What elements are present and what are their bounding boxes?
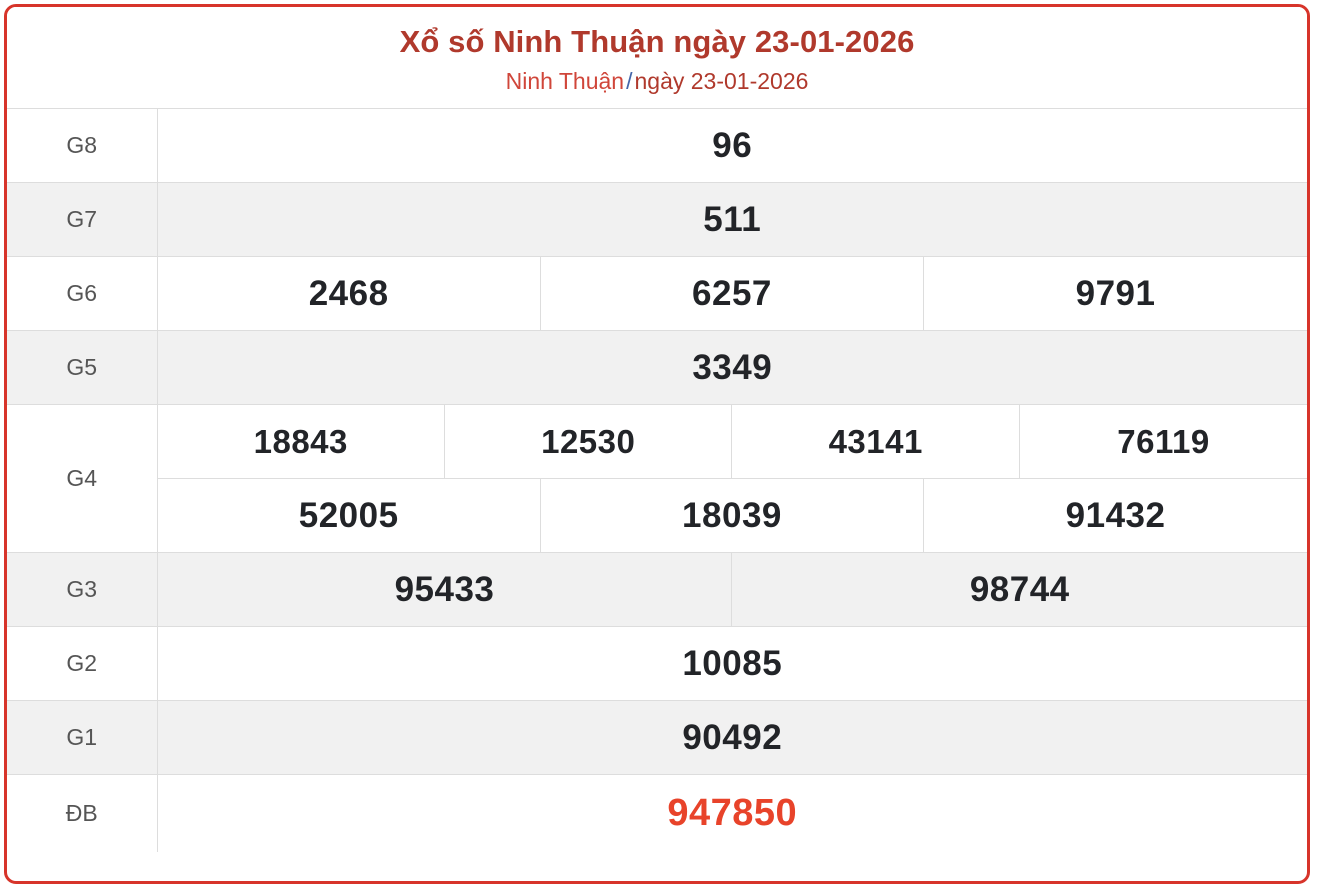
prize-number: 91432	[1065, 495, 1166, 535]
prize-cell: 9791	[923, 255, 1307, 331]
table-row: G7 511	[7, 181, 1307, 257]
prize-label-g7: G7	[7, 181, 158, 257]
prize-number: 12530	[541, 422, 636, 460]
prize-number: 43141	[828, 422, 923, 460]
breadcrumb-province[interactable]: Ninh Thuận	[505, 67, 625, 94]
prize-number: 76119	[1117, 422, 1210, 460]
prize-number: 2468	[308, 273, 389, 313]
prize-number: 511	[703, 199, 762, 239]
prize-cell: 10085	[157, 625, 1307, 701]
prize-cell: 90492	[157, 699, 1307, 775]
prize-cell: 52005	[157, 477, 541, 553]
prize-label-g2: G2	[7, 625, 158, 701]
prize-cell: 18039	[540, 477, 925, 553]
prize-cell: 43141	[731, 403, 1020, 479]
table-row: G4 18843 12530 43141 76119	[7, 403, 1307, 553]
breadcrumb-date: ngày 23-01-2026	[634, 67, 809, 94]
prize-label-g1: G1	[7, 699, 158, 775]
prize-cell: 6257	[540, 255, 925, 331]
prize-number: 18039	[682, 495, 782, 535]
prize-number: 9791	[1075, 273, 1156, 313]
prize-label-g8: G8	[7, 107, 158, 183]
prize-cell: 91432	[923, 477, 1307, 553]
prize-number: 95433	[394, 569, 495, 609]
special-prize-number: 947850	[667, 792, 798, 835]
table-row: 52005 18039 91432	[7, 477, 1307, 553]
breadcrumb: Ninh Thuận/ngày 23-01-2026	[7, 67, 1307, 96]
panel-header: Xổ số Ninh Thuận ngày 23-01-2026 Ninh Th…	[7, 7, 1307, 108]
prize-cell: 3349	[157, 329, 1307, 405]
prize-number: 18843	[253, 422, 348, 460]
prize-label-db: ĐB	[7, 773, 158, 853]
prize-cell: 12530	[444, 403, 733, 479]
table-row: G8 96	[7, 107, 1307, 183]
prize-label-g6: G6	[7, 255, 158, 331]
prize-cell-special: 947850	[157, 773, 1307, 853]
prize-cell: 76119	[1019, 403, 1307, 479]
breadcrumb-separator: /	[626, 67, 633, 94]
table-row: ĐB 947850	[7, 773, 1307, 853]
prize-label-g3: G3	[7, 551, 158, 627]
prize-number: 96	[712, 125, 753, 165]
prize-cell: 95433	[157, 551, 733, 627]
prize-cell: 98744	[731, 551, 1307, 627]
prize-number: 98744	[969, 569, 1070, 609]
lottery-result-panel: Xổ số Ninh Thuận ngày 23-01-2026 Ninh Th…	[4, 4, 1310, 884]
prize-cell: 511	[157, 181, 1307, 257]
table-row: G6 2468 6257 9791	[7, 255, 1307, 331]
prize-number: 6257	[692, 273, 772, 313]
prize-label-g4: G4	[7, 403, 158, 553]
prize-number: 3349	[692, 347, 773, 387]
table-row: G5 3349	[7, 329, 1307, 405]
prize-number: 52005	[298, 495, 399, 535]
prize-number: 90492	[682, 717, 783, 757]
table-row: G2 10085	[7, 625, 1307, 701]
table-row: G1 90492	[7, 699, 1307, 775]
prize-cell: 18843	[157, 403, 445, 479]
page-title: Xổ số Ninh Thuận ngày 23-01-2026	[399, 24, 915, 59]
prize-table: G8 96 G7 511 G6 2468 6257 9791	[7, 107, 1307, 853]
table-row: G3 95433 98744	[7, 551, 1307, 627]
prize-cell: 96	[157, 107, 1307, 183]
prize-cell: 2468	[157, 255, 541, 331]
prize-label-g5: G5	[7, 329, 158, 405]
prize-number: 10085	[682, 643, 783, 683]
